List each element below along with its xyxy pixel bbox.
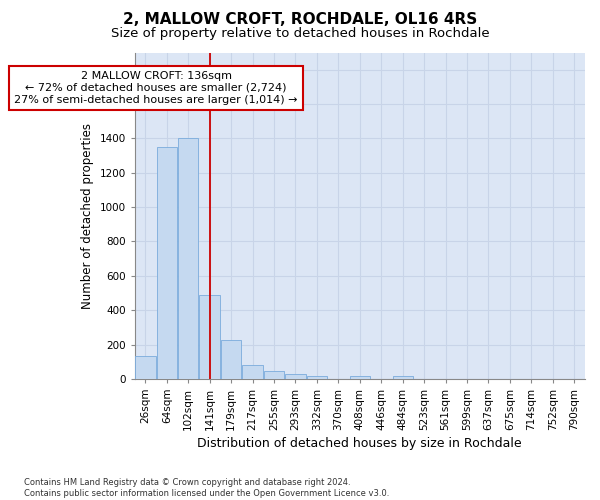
Text: 2 MALLOW CROFT: 136sqm
← 72% of detached houses are smaller (2,724)
27% of semi-: 2 MALLOW CROFT: 136sqm ← 72% of detached…	[14, 72, 298, 104]
Bar	[199, 294, 220, 379]
Bar	[307, 376, 327, 379]
Y-axis label: Number of detached properties: Number of detached properties	[81, 122, 94, 308]
Bar	[285, 374, 305, 379]
Text: Contains HM Land Registry data © Crown copyright and database right 2024.
Contai: Contains HM Land Registry data © Crown c…	[24, 478, 389, 498]
Bar	[350, 376, 370, 379]
Bar	[178, 138, 199, 379]
Bar	[264, 370, 284, 379]
Bar	[221, 340, 241, 379]
Bar	[135, 356, 155, 379]
Bar	[392, 376, 413, 379]
Bar	[157, 147, 177, 379]
Text: Size of property relative to detached houses in Rochdale: Size of property relative to detached ho…	[110, 28, 490, 40]
X-axis label: Distribution of detached houses by size in Rochdale: Distribution of detached houses by size …	[197, 437, 522, 450]
Text: 2, MALLOW CROFT, ROCHDALE, OL16 4RS: 2, MALLOW CROFT, ROCHDALE, OL16 4RS	[123, 12, 477, 28]
Bar	[242, 365, 263, 379]
